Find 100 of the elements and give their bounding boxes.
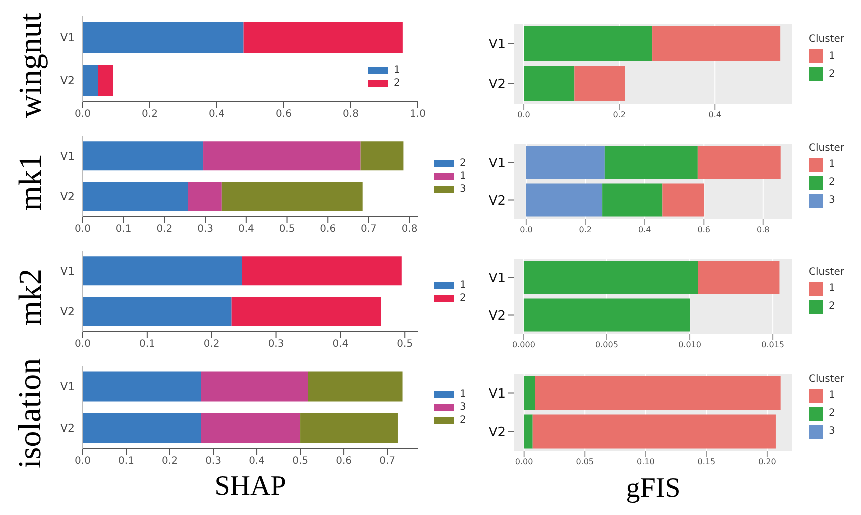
- x-tick-label: 0.20: [758, 458, 776, 467]
- y-tick-label: V1: [60, 265, 75, 278]
- y-tick-label: V2: [60, 306, 75, 319]
- x-tick-label: 0.6: [698, 226, 711, 235]
- y-tick-label: V2: [60, 74, 75, 88]
- x-tick-label: 0.3: [268, 339, 284, 350]
- x-tick-label: 0.0: [75, 339, 91, 350]
- legend-label: 2: [460, 158, 466, 169]
- x-tick-label: 0.0: [75, 109, 91, 120]
- bar: [526, 184, 603, 217]
- x-tick-label: 0.6: [336, 456, 352, 468]
- x-tick-label: 0.6: [320, 224, 336, 236]
- bar: [242, 256, 402, 286]
- x-tick-label: 0.005: [596, 340, 618, 350]
- x-tick-label: 0.10: [636, 458, 655, 467]
- bar: [201, 372, 308, 402]
- y-axis-title: mk2: [12, 269, 49, 326]
- y-tick-label: V1: [60, 380, 75, 394]
- x-tick-label: 0.5: [279, 224, 296, 236]
- x-tick-label: 0.4: [238, 224, 254, 236]
- legend-label: 1: [394, 65, 400, 76]
- x-tick-label: 1.0: [410, 109, 426, 120]
- x-tick-label: 0.1: [139, 339, 156, 350]
- bar: [604, 146, 698, 180]
- bar: [83, 65, 98, 96]
- legend-title: Cluster: [809, 142, 844, 154]
- y-axis-title: isolation: [12, 358, 49, 469]
- legend-label: 3: [460, 402, 466, 413]
- x-tick-label: 0.2: [579, 226, 592, 235]
- y-tick-label: V2: [60, 422, 75, 436]
- legend-title: Cluster: [809, 34, 844, 45]
- x-tick-label: 0.1: [118, 456, 134, 468]
- x-tick-label: 0.7: [361, 224, 377, 236]
- bar: [244, 22, 403, 54]
- bar: [232, 297, 382, 326]
- legend-title: Cluster: [809, 374, 844, 384]
- legend-label: 2: [829, 301, 836, 312]
- bar: [201, 413, 301, 444]
- x-tick-label: 0.000: [512, 340, 536, 350]
- bar: [524, 26, 653, 62]
- bar: [698, 261, 780, 294]
- x-tick-label: 0.010: [678, 340, 702, 350]
- legend-label: 2: [829, 68, 836, 80]
- legend-label: 3: [460, 184, 466, 195]
- y-tick-label: V2: [488, 78, 506, 93]
- y-axis-title: wingnut: [12, 12, 49, 118]
- bar: [652, 26, 781, 62]
- bar: [83, 413, 202, 444]
- legend-label: 1: [829, 283, 836, 294]
- x-tick-label: 0.2: [142, 109, 158, 120]
- y-tick-label: V1: [488, 38, 506, 53]
- legend-label: 1: [460, 171, 466, 182]
- y-tick-label: V1: [60, 31, 75, 44]
- y-tick-label: V2: [488, 425, 506, 440]
- bar: [204, 142, 361, 171]
- legend-label: 2: [829, 177, 836, 188]
- bar: [602, 184, 663, 217]
- legend-label: 1: [460, 389, 466, 400]
- bar: [524, 261, 698, 294]
- x-tick-label: 0.0: [75, 456, 91, 468]
- legend-label: 3: [829, 426, 836, 437]
- y-tick-label: V1: [488, 386, 506, 402]
- x-tick-label: 0.8: [343, 109, 359, 120]
- bar: [300, 413, 398, 444]
- x-tick-label: 0.3: [198, 224, 214, 236]
- bar: [524, 376, 536, 410]
- bar: [524, 66, 575, 102]
- bar: [222, 182, 363, 212]
- x-tick-label: 0.015: [762, 340, 785, 350]
- bar: [526, 146, 605, 180]
- x-tick-label: 0.5: [292, 456, 308, 468]
- legend-label: 3: [829, 195, 836, 206]
- x-tick-label: 0.0: [518, 110, 530, 120]
- x-tick-label: 0.2: [204, 339, 220, 350]
- x-tick-label: 0.4: [638, 226, 652, 235]
- bar: [83, 256, 242, 286]
- x-tick-label: 0.6: [276, 109, 292, 120]
- x-axis-title: gFIS: [625, 473, 682, 505]
- bar: [98, 65, 114, 96]
- bar: [524, 414, 533, 449]
- bar: [188, 182, 222, 212]
- legend-label: 1: [460, 280, 466, 290]
- x-tick-label: 0.2: [162, 456, 178, 468]
- bar: [698, 146, 781, 180]
- x-tick-label: 0.1: [116, 224, 132, 236]
- x-tick-label: 0.3: [206, 456, 222, 468]
- x-tick-label: 0.8: [402, 224, 418, 236]
- y-tick-label: V1: [488, 271, 506, 286]
- bar: [83, 22, 244, 54]
- x-axis-title: SHAP: [214, 471, 288, 503]
- legend-label: 2: [460, 415, 466, 426]
- bar: [83, 142, 204, 171]
- y-tick-label: V2: [60, 190, 75, 204]
- bar: [524, 298, 690, 332]
- legend-label: 2: [394, 78, 400, 89]
- legend-label: 2: [829, 408, 836, 419]
- y-tick-label: V1: [60, 150, 75, 164]
- x-tick-label: 0.2: [613, 110, 626, 120]
- x-tick-label: 0.0: [520, 226, 533, 235]
- bar: [308, 372, 403, 402]
